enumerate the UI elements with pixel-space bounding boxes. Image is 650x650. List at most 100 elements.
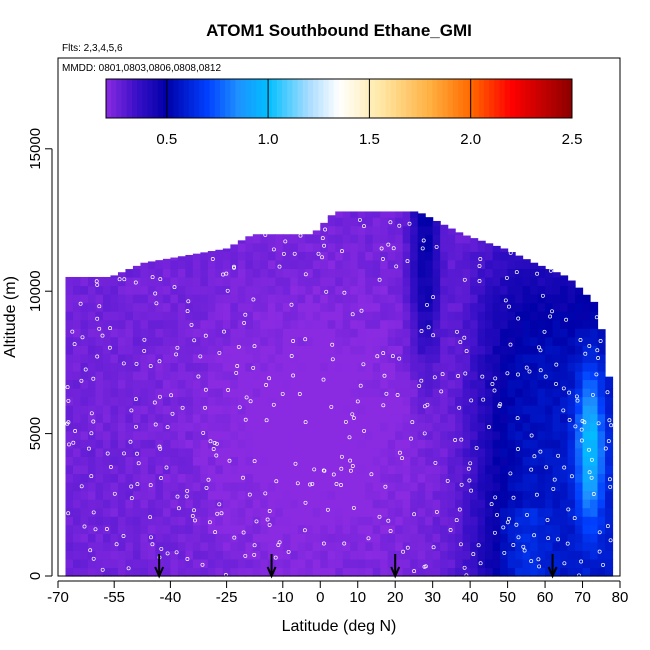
heat-cell <box>537 499 546 509</box>
heat-cell <box>560 285 569 295</box>
heat-cell <box>455 507 464 517</box>
heat-cell <box>200 516 209 526</box>
heat-cell <box>110 345 119 355</box>
heat-cell <box>365 464 374 475</box>
heat-cell <box>492 567 501 577</box>
observation-point <box>271 247 276 252</box>
heat-cell <box>492 362 501 372</box>
heat-cell <box>357 242 366 252</box>
heat-cell <box>515 285 524 295</box>
heat-cell <box>87 567 97 577</box>
heat-cell <box>545 353 554 363</box>
heat-cell <box>380 464 389 475</box>
heat-cell <box>147 405 157 415</box>
heat-cell <box>125 269 134 278</box>
heat-cell <box>245 507 254 517</box>
observation-point <box>453 438 458 442</box>
heat-cell <box>537 516 546 526</box>
heat-cell <box>155 516 164 526</box>
heat-cell <box>162 319 171 329</box>
heat-cell <box>72 413 82 423</box>
heat-cell <box>162 430 171 440</box>
heat-cell <box>185 379 194 389</box>
heat-cell <box>230 251 239 261</box>
heat-cell <box>327 319 336 329</box>
heat-cell <box>597 336 606 346</box>
heat-cell <box>432 447 441 457</box>
heat-cell <box>372 379 381 389</box>
heat-cell <box>215 490 224 500</box>
heat-cell <box>140 567 149 577</box>
heat-cell <box>552 396 561 406</box>
heat-cell <box>522 430 531 440</box>
colorbar-segment <box>370 79 376 118</box>
heat-cell <box>485 550 494 560</box>
heat-cell <box>320 516 329 526</box>
colorbar-segment <box>509 79 516 118</box>
heat-cell <box>522 345 531 355</box>
heat-cell <box>410 285 419 295</box>
heat-cell <box>372 524 381 534</box>
heat-cell <box>177 353 186 363</box>
heat-cell <box>95 413 104 423</box>
heat-cell <box>582 362 591 372</box>
heat-cell <box>567 285 576 295</box>
heat-cell <box>117 567 127 577</box>
heat-cell <box>155 490 164 500</box>
heat-cell <box>342 447 351 457</box>
heat-cell <box>477 473 486 483</box>
heat-cell <box>252 259 261 270</box>
heat-cell <box>342 259 351 270</box>
heat-cell <box>560 370 569 381</box>
colorbar-segment <box>375 79 381 118</box>
heat-cell <box>207 268 216 278</box>
heat-cell <box>65 311 74 321</box>
heat-cell <box>417 482 426 492</box>
heat-cell <box>455 464 464 475</box>
heat-cell <box>372 533 381 543</box>
heat-cell <box>410 268 419 278</box>
heat-cell <box>102 285 112 295</box>
heat-cell <box>545 294 554 304</box>
heat-cell <box>80 370 89 381</box>
heat-cell <box>357 541 366 551</box>
heat-cell <box>237 259 246 270</box>
observation-point <box>511 543 516 547</box>
heat-cell <box>545 370 554 381</box>
heat-cell <box>440 456 449 466</box>
heat-cell <box>342 285 351 295</box>
heat-cell <box>425 294 434 304</box>
heat-cell <box>432 533 441 543</box>
heat-cell <box>380 217 389 227</box>
observation-point <box>462 335 467 340</box>
heat-cell <box>207 405 216 415</box>
observation-point <box>603 446 608 451</box>
heat-cell <box>335 567 344 577</box>
heat-cell <box>365 567 374 577</box>
observation-point <box>480 374 485 379</box>
heat-cell <box>245 567 254 577</box>
heat-cell <box>185 370 194 381</box>
heat-cell <box>200 379 209 389</box>
colorbar-segment <box>188 79 195 118</box>
heat-cell <box>350 336 359 346</box>
heat-cell <box>297 259 306 270</box>
heat-cell <box>530 294 539 304</box>
heat-cell <box>387 558 396 569</box>
heat-cell <box>230 430 239 440</box>
heat-cell <box>500 328 509 338</box>
heat-cell <box>432 413 441 423</box>
colorbar-segment <box>546 79 552 118</box>
heat-cell <box>387 311 396 321</box>
observation-point <box>419 378 424 383</box>
heat-cell <box>462 362 471 372</box>
heat-cell <box>507 259 516 270</box>
heat-cell <box>350 464 359 475</box>
heat-cell <box>485 473 494 483</box>
heat-cell <box>522 422 531 432</box>
heat-cell <box>485 328 494 338</box>
colorbar-segment <box>478 79 485 118</box>
heat-cell <box>515 447 524 457</box>
heat-cell <box>530 345 539 355</box>
heat-cell <box>192 439 201 449</box>
